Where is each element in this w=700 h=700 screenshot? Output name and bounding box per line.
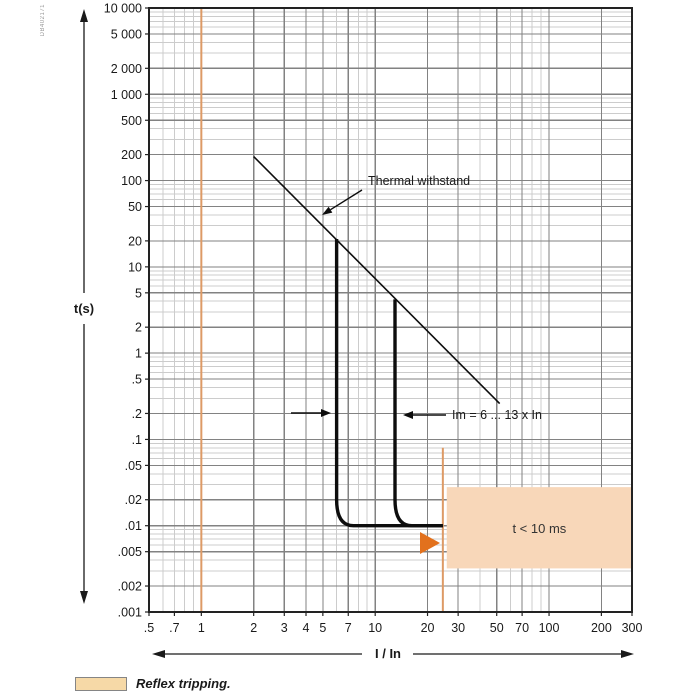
svg-text:2: 2 bbox=[250, 621, 257, 635]
legend: Reflex tripping. bbox=[75, 676, 231, 691]
y-axis-arrow: t(s) bbox=[74, 9, 94, 604]
svg-text:10: 10 bbox=[128, 260, 142, 274]
svg-text:10 000: 10 000 bbox=[104, 2, 142, 16]
magnetic-setting-annotation: Im = 6 ... 13 x In bbox=[291, 408, 542, 422]
svg-text:.01: .01 bbox=[125, 519, 142, 533]
svg-text:3: 3 bbox=[281, 621, 288, 635]
svg-text:.05: .05 bbox=[125, 459, 142, 473]
y-axis-label: t(s) bbox=[74, 301, 94, 316]
svg-text:20: 20 bbox=[421, 621, 435, 635]
svg-text:30: 30 bbox=[451, 621, 465, 635]
svg-text:1 000: 1 000 bbox=[111, 88, 142, 102]
reflex-tripping-label: Reflex tripping. bbox=[136, 676, 231, 691]
svg-text:7: 7 bbox=[345, 621, 352, 635]
svg-text:.001: .001 bbox=[118, 606, 142, 620]
tripping-curve-im-min bbox=[334, 239, 443, 528]
svg-text:Im = 6 ... 13 x In: Im = 6 ... 13 x In bbox=[452, 408, 542, 422]
x-axis-arrow: I / In bbox=[152, 646, 634, 661]
svg-text:10: 10 bbox=[368, 621, 382, 635]
reflex-tripping-swatch-icon bbox=[75, 676, 127, 691]
svg-text:.2: .2 bbox=[132, 407, 142, 421]
svg-text:.5: .5 bbox=[132, 373, 142, 387]
reflex-marker-icon bbox=[420, 532, 440, 554]
y-tick-labels: 10 000 5 000 2 000 1 000 500 200 100 50 20 10 5 2 1.… bbox=[104, 2, 142, 620]
svg-text:5: 5 bbox=[135, 286, 142, 300]
svg-text:1: 1 bbox=[198, 621, 205, 635]
svg-text:500: 500 bbox=[121, 114, 142, 128]
svg-text:Thermal withstand: Thermal withstand bbox=[368, 174, 470, 188]
svg-text:1: 1 bbox=[135, 347, 142, 361]
svg-text:.7: .7 bbox=[169, 621, 179, 635]
svg-text:200: 200 bbox=[591, 621, 612, 635]
svg-text:20: 20 bbox=[128, 234, 142, 248]
svg-text:200: 200 bbox=[121, 148, 142, 162]
svg-text:100: 100 bbox=[121, 174, 142, 188]
svg-text:5 000: 5 000 bbox=[111, 27, 142, 41]
svg-text:50: 50 bbox=[490, 621, 504, 635]
reflex-zone: t < 10 ms bbox=[446, 487, 632, 569]
svg-text:t < 10 ms: t < 10 ms bbox=[512, 521, 566, 536]
svg-text:2: 2 bbox=[135, 321, 142, 335]
svg-text:.002: .002 bbox=[118, 580, 142, 594]
tripping-curve-im-max bbox=[393, 299, 443, 528]
svg-text:.02: .02 bbox=[125, 493, 142, 507]
svg-text:5: 5 bbox=[319, 621, 326, 635]
plot-frame bbox=[145, 7, 633, 616]
x-tick-labels: .5 .7 1 2 3 4 5 7 10 20 30 50 70 100 200 300 bbox=[144, 621, 643, 635]
svg-text:4: 4 bbox=[303, 621, 310, 635]
svg-text:100: 100 bbox=[539, 621, 560, 635]
thermal-withstand bbox=[253, 155, 501, 405]
svg-text:300: 300 bbox=[622, 621, 643, 635]
svg-text:.5: .5 bbox=[144, 621, 154, 635]
svg-text:2 000: 2 000 bbox=[111, 62, 142, 76]
svg-text:.005: .005 bbox=[118, 545, 142, 559]
svg-text:70: 70 bbox=[515, 621, 529, 635]
svg-text:50: 50 bbox=[128, 200, 142, 214]
orange-reference-lines bbox=[200, 8, 444, 612]
thermal-withstand-annotation: Thermal withstand bbox=[322, 174, 470, 215]
x-axis-label: I / In bbox=[375, 646, 401, 661]
svg-text:.1: .1 bbox=[132, 433, 142, 447]
